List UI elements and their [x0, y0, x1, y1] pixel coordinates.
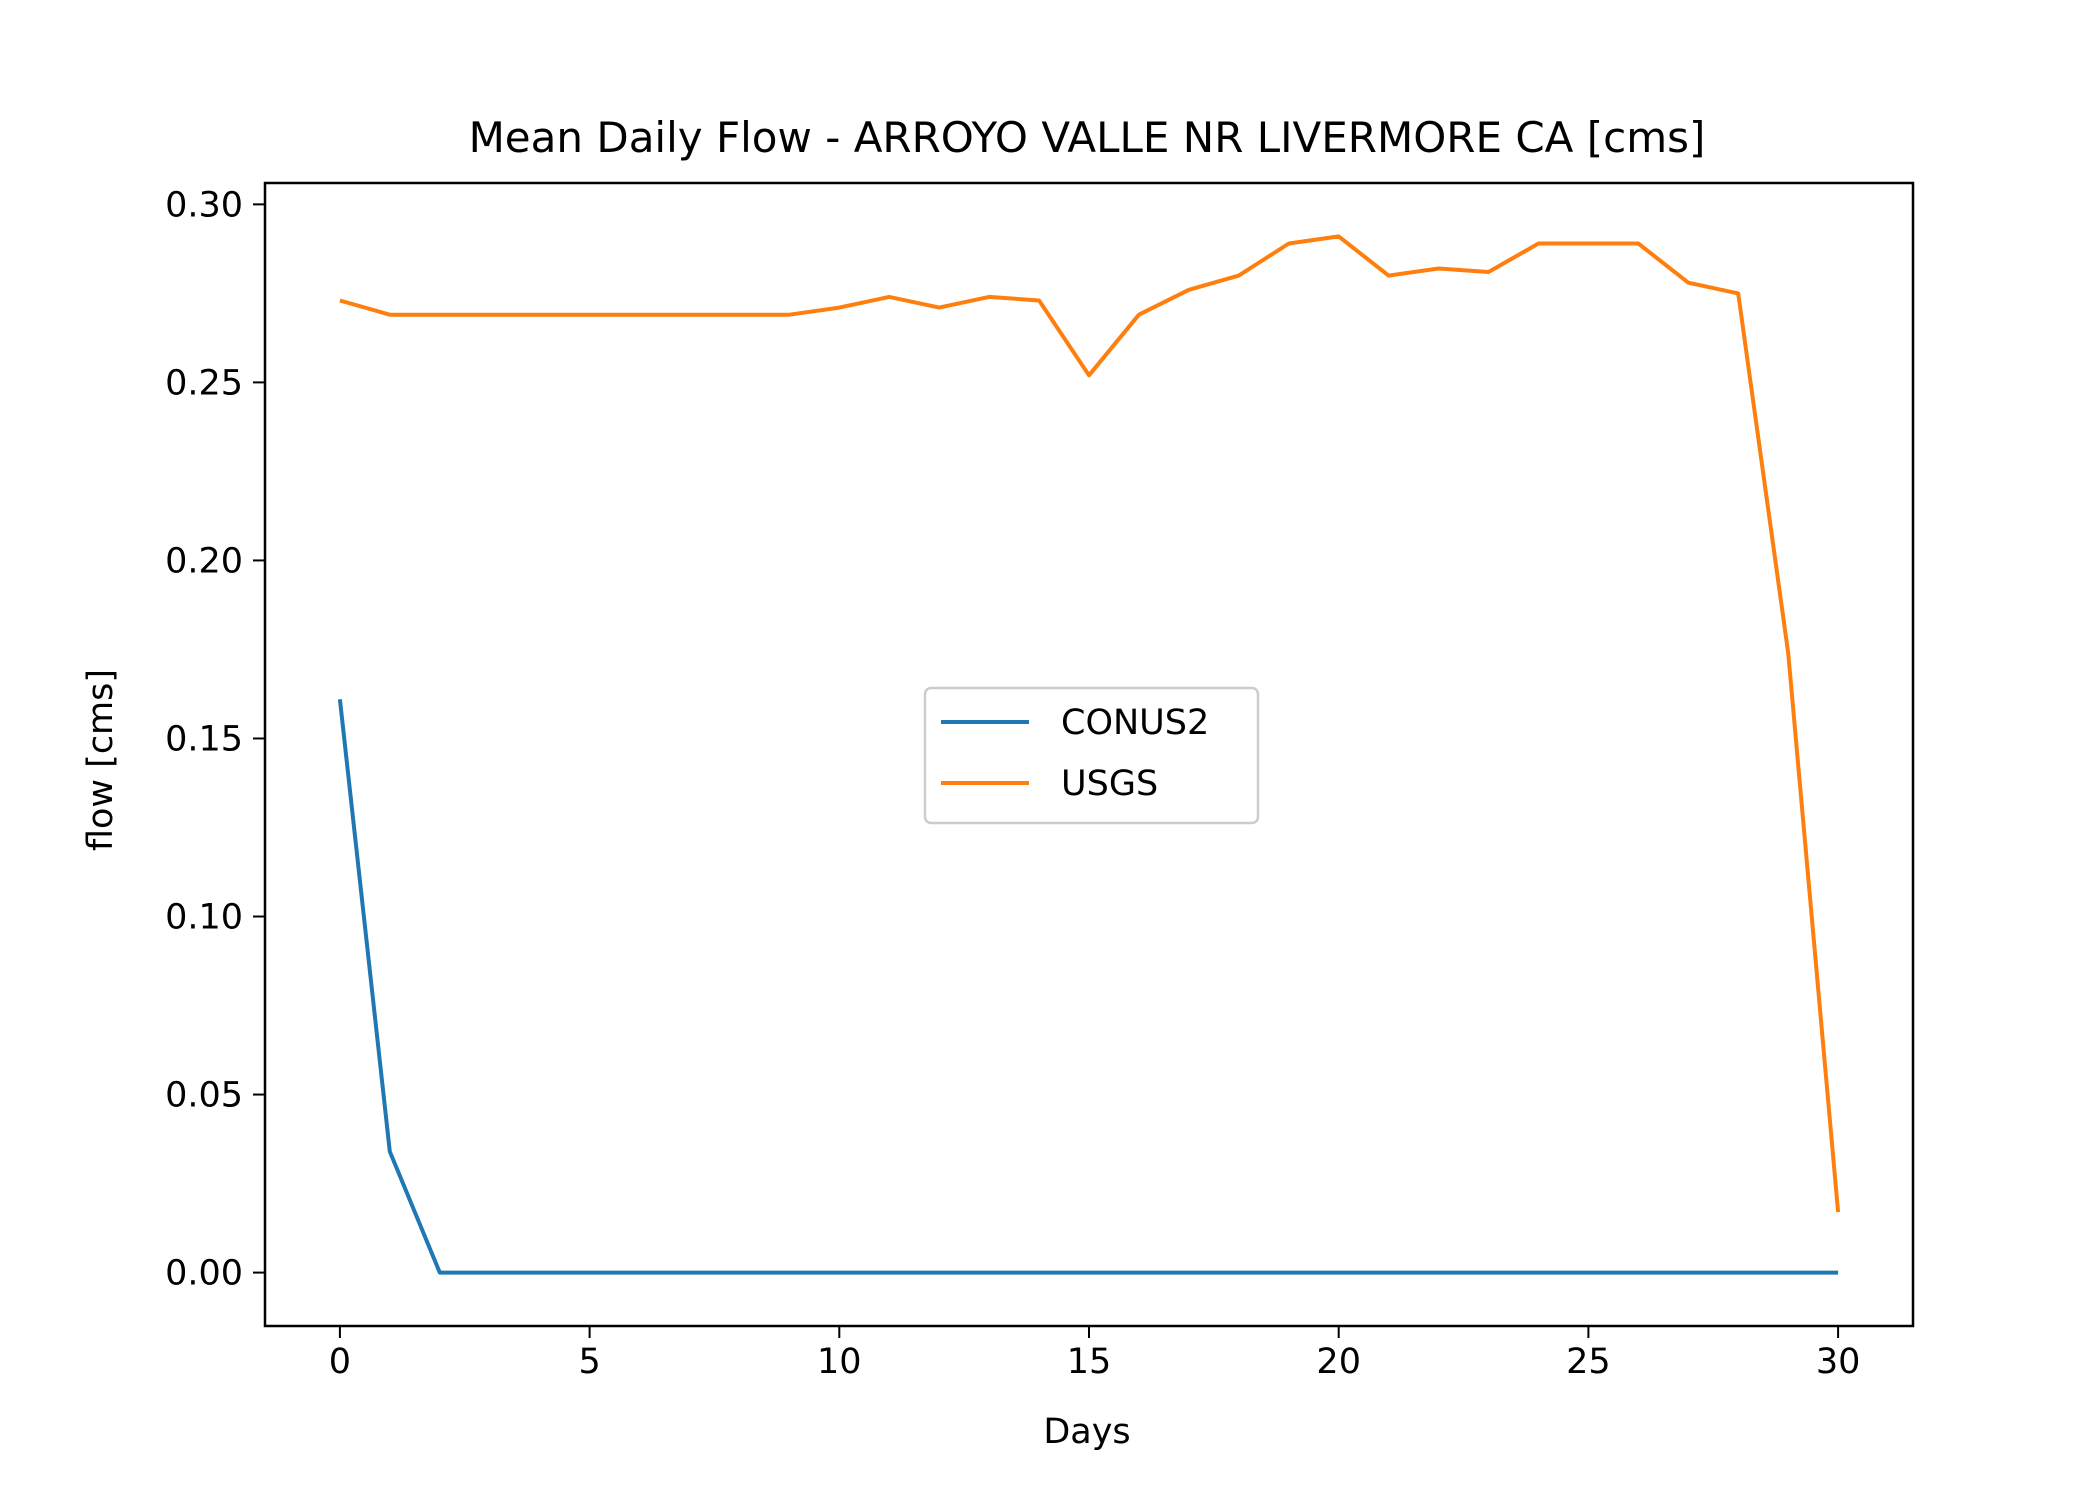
y-axis: 0.00 0.05 0.10 0.15 0.20 0.25 0.30	[165, 185, 265, 1294]
y-tick-label: 0.30	[165, 185, 243, 225]
y-tick-label: 0.25	[165, 363, 243, 403]
x-tick-label: 15	[1067, 1342, 1112, 1382]
y-tick-label: 0.10	[165, 898, 243, 938]
x-tick-label: 10	[817, 1342, 862, 1382]
x-axis-label: Days	[1043, 1412, 1130, 1452]
series-line-conus2	[337, 699, 1839, 1275]
series-line-usgs	[339, 234, 1841, 1213]
legend: CONUS2 USGS	[923, 686, 1260, 825]
y-tick-label: 0.00	[165, 1254, 243, 1294]
y-tick-label: 0.15	[165, 719, 243, 759]
y-tick-label: 0.20	[165, 541, 243, 581]
legend-label: CONUS2	[1061, 703, 1209, 743]
chart-title: Mean Daily Flow - ARROYO VALLE NR LIVERM…	[469, 113, 1706, 162]
x-tick-label: 30	[1816, 1342, 1861, 1382]
x-tick-label: 5	[578, 1342, 600, 1382]
y-tick-label: 0.05	[165, 1076, 243, 1116]
x-tick-label: 20	[1316, 1342, 1361, 1382]
x-axis: 0 5 10 15 20 25 30	[329, 1326, 1861, 1382]
legend-label: USGS	[1061, 764, 1158, 804]
y-axis-label: flow [cms]	[81, 669, 121, 851]
x-tick-label: 25	[1566, 1342, 1611, 1382]
series-layer	[337, 234, 1841, 1275]
x-tick-label: 0	[329, 1342, 351, 1382]
